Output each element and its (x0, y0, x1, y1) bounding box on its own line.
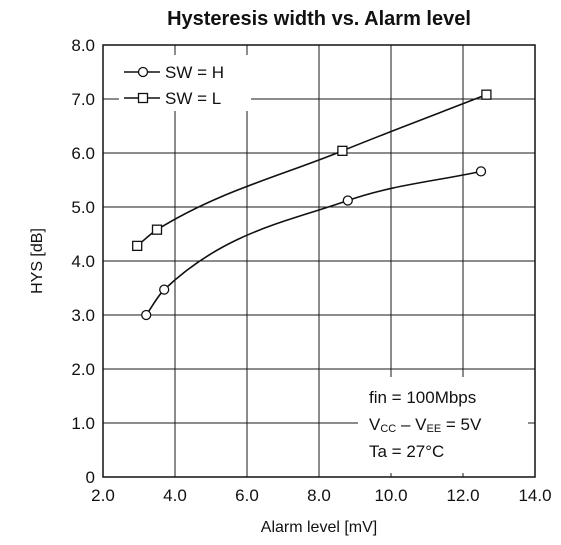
legend-square-marker (137, 92, 149, 104)
x-tick-label: 4.0 (163, 486, 187, 505)
x-axis-label: Alarm level [mV] (261, 519, 377, 536)
annotation-temperature: Ta = 27°C (369, 442, 444, 461)
y-tick-label: 6.0 (71, 144, 95, 163)
legend-label-sw-l: SW = L (165, 89, 221, 108)
annotation-background (358, 377, 528, 473)
tick-labels: 2.0 4.0 6.0 8.0 10.0 12.0 14.0 0 1.0 2.0 3.0 4.0 5.0… (71, 36, 551, 505)
data-point-square (151, 224, 163, 235)
x-tick-label: 8.0 (307, 486, 331, 505)
conditions-annotation: fin = 100Mbps VCC – VEE = 5V Ta = 27°C (358, 377, 528, 473)
data-point-circle (475, 166, 487, 177)
legend: SW = H SW = L (119, 55, 251, 111)
data-point-circle (141, 309, 152, 321)
y-axis-label: HYS [dB] (29, 228, 46, 294)
series (132, 89, 492, 321)
x-tick-label: 6.0 (235, 486, 259, 505)
data-point-circle (342, 195, 353, 206)
y-tick-label: 1.0 (71, 414, 95, 433)
y-tick-label: 3.0 (71, 306, 95, 325)
series-line-sw-h (145, 170, 482, 316)
data-point-square (132, 240, 143, 252)
y-tick-label: 4.0 (71, 252, 95, 271)
annotation-supply: VCC – VEE = 5V (369, 415, 482, 435)
x-tick-label: 2.0 (91, 486, 115, 505)
series-line-sw-l (136, 93, 487, 247)
x-tick-label: 12.0 (446, 486, 479, 505)
legend-circle-marker (137, 66, 149, 78)
annotation-fin: fin = 100Mbps (369, 388, 476, 407)
y-tick-label: 2.0 (71, 360, 95, 379)
y-tick-label: 5.0 (71, 198, 95, 217)
y-tick-label: 0 (86, 468, 95, 487)
chart-title: Hysteresis width vs. Alarm level (167, 8, 471, 30)
y-tick-label: 8.0 (71, 36, 95, 55)
x-tick-label: 10.0 (374, 486, 407, 505)
x-tick-label: 14.0 (518, 486, 551, 505)
data-point-square (337, 145, 348, 156)
legend-label-sw-h: SW = H (165, 63, 224, 82)
y-tick-label: 7.0 (71, 90, 95, 109)
data-point-square (481, 89, 492, 100)
data-point-circle (159, 284, 170, 295)
plot-frame (102, 44, 536, 478)
